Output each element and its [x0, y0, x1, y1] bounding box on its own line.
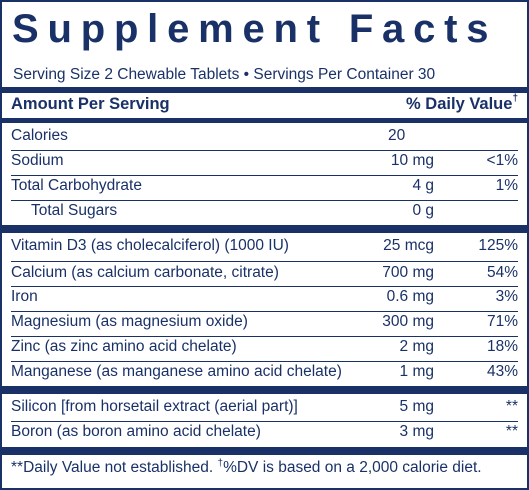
- footnote: **Daily Value not established. †%DV is b…: [11, 458, 482, 477]
- medium-divider: [2, 118, 527, 123]
- row-rule: [11, 261, 518, 262]
- nutrient-amount: 0.6 mg: [386, 288, 434, 305]
- nutrient-amount: 700 mg: [382, 264, 434, 281]
- row-rule: [11, 336, 518, 337]
- nutrient-row-manganese: Manganese (as manganese amino acid chela…: [11, 360, 518, 384]
- row-rule: [11, 421, 518, 422]
- row-rule: [11, 150, 518, 151]
- nutrient-name: Total Carbohydrate: [11, 177, 142, 194]
- nutrient-dv: **: [505, 398, 518, 415]
- serving-info: Serving Size 2 Chewable Tablets • Servin…: [13, 66, 436, 83]
- nutrient-row-silicon: Silicon [from horsetail extract (aerial …: [11, 395, 518, 419]
- nutrient-amount: 25 mcg: [383, 237, 434, 254]
- daily-value-header: % Daily Value†: [406, 93, 518, 114]
- column-header: Amount Per Serving % Daily Value†: [11, 93, 518, 116]
- nutrient-amount: 10 mg: [390, 152, 434, 169]
- nutrient-name: Sodium: [11, 152, 64, 169]
- nutrient-dv: 125%: [478, 237, 518, 254]
- thick-divider-bottom: [2, 447, 527, 455]
- row-rule: [11, 175, 518, 176]
- nutrient-row-boron: Boron (as boron amino acid chelate) 3 mg…: [11, 420, 518, 444]
- nutrient-name: Total Sugars: [31, 202, 118, 219]
- footnote-dagger: †: [217, 458, 224, 469]
- nutrient-name: Manganese (as manganese amino acid chela…: [11, 363, 342, 380]
- amount-per-serving-label: Amount Per Serving: [11, 95, 170, 113]
- row-rule: [11, 200, 518, 201]
- nutrient-amount: 5 mg: [399, 398, 434, 415]
- nutrient-name: Vitamin D3 (as cholecalciferol) (1000 IU…: [11, 237, 289, 254]
- nutrient-row-vitamin-d3: Vitamin D3 (as cholecalciferol) (1000 IU…: [11, 234, 518, 258]
- nutrient-row-total-sugars: Total Sugars 0 g: [11, 199, 518, 223]
- dagger-mark: †: [512, 93, 518, 104]
- nutrient-dv: 43%: [486, 363, 518, 380]
- nutrient-amount: 20: [388, 127, 406, 144]
- nutrient-name: Calories: [11, 127, 68, 144]
- nutrient-amount: 300 mg: [382, 313, 434, 330]
- nutrient-amount: 3 mg: [399, 423, 434, 440]
- thick-divider-others: [2, 386, 527, 394]
- panel-title: Supplement Facts: [12, 7, 498, 51]
- nutrient-dv: **: [505, 423, 518, 440]
- nutrient-amount: 2 mg: [399, 338, 434, 355]
- nutrient-row-iron: Iron 0.6 mg 3%: [11, 285, 518, 309]
- nutrient-dv: 54%: [486, 264, 518, 281]
- nutrient-row-calcium: Calcium (as calcium carbonate, citrate) …: [11, 261, 518, 285]
- nutrient-name: Iron: [11, 288, 38, 305]
- nutrient-name: Silicon [from horsetail extract (aerial …: [11, 398, 298, 415]
- daily-value-label: % Daily Value: [406, 95, 513, 113]
- nutrient-row-magnesium: Magnesium (as magnesium oxide) 300 mg 71…: [11, 310, 518, 334]
- nutrient-name: Magnesium (as magnesium oxide): [11, 313, 248, 330]
- nutrient-dv: 1%: [495, 177, 518, 194]
- thick-divider-vitamins: [2, 225, 527, 233]
- footnote-part2: %DV is based on a 2,000 calorie diet.: [223, 459, 482, 476]
- nutrient-row-zinc: Zinc (as zinc amino acid chelate) 2 mg 1…: [11, 335, 518, 359]
- nutrient-name: Boron (as boron amino acid chelate): [11, 423, 261, 440]
- nutrient-row-total-carbohydrate: Total Carbohydrate 4 g 1%: [11, 174, 518, 198]
- nutrient-dv: <1%: [486, 152, 518, 169]
- nutrient-name: Zinc (as zinc amino acid chelate): [11, 338, 237, 355]
- nutrient-dv: 71%: [486, 313, 518, 330]
- nutrient-amount: 1 mg: [399, 363, 434, 380]
- nutrient-row-calories: Calories 20: [11, 124, 518, 148]
- nutrient-amount: 0 g: [412, 202, 434, 219]
- row-rule: [11, 286, 518, 287]
- nutrient-dv: 18%: [486, 338, 518, 355]
- nutrient-dv: 3%: [495, 288, 518, 305]
- thick-divider-top: [2, 87, 527, 93]
- nutrient-name: Calcium (as calcium carbonate, citrate): [11, 264, 279, 281]
- nutrient-amount: 4 g: [412, 177, 434, 194]
- nutrient-row-sodium: Sodium 10 mg <1%: [11, 149, 518, 173]
- footnote-part1: **Daily Value not established.: [11, 459, 218, 476]
- row-rule: [11, 361, 518, 362]
- row-rule: [11, 311, 518, 312]
